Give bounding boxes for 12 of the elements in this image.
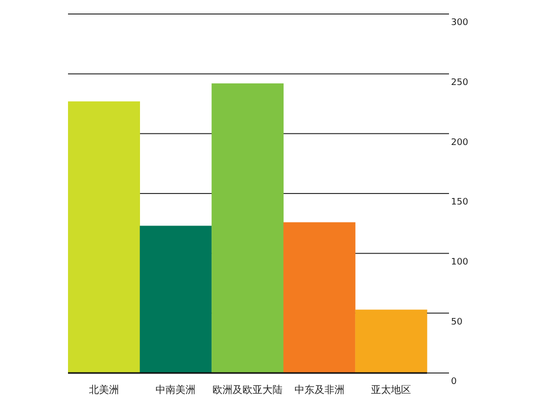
y-tick-label: 100 — [451, 258, 468, 268]
x-tick-label: 中东及非洲 — [294, 384, 344, 396]
y-tick-label: 50 — [451, 317, 463, 328]
y-tick-label: 300 — [451, 18, 468, 28]
y-tick-label: 150 — [451, 198, 468, 208]
y-tick-label: 250 — [451, 78, 468, 88]
x-tick-label: 北美洲 — [88, 384, 119, 396]
x-tick-label: 亚太地区 — [371, 384, 412, 396]
x-tick-label: 欧洲及欧亚大陆 — [212, 384, 282, 396]
y-tick-label: 200 — [451, 138, 468, 148]
x-tick-label: 中南美洲 — [156, 384, 196, 396]
y-tick-label: 0 — [451, 377, 457, 388]
